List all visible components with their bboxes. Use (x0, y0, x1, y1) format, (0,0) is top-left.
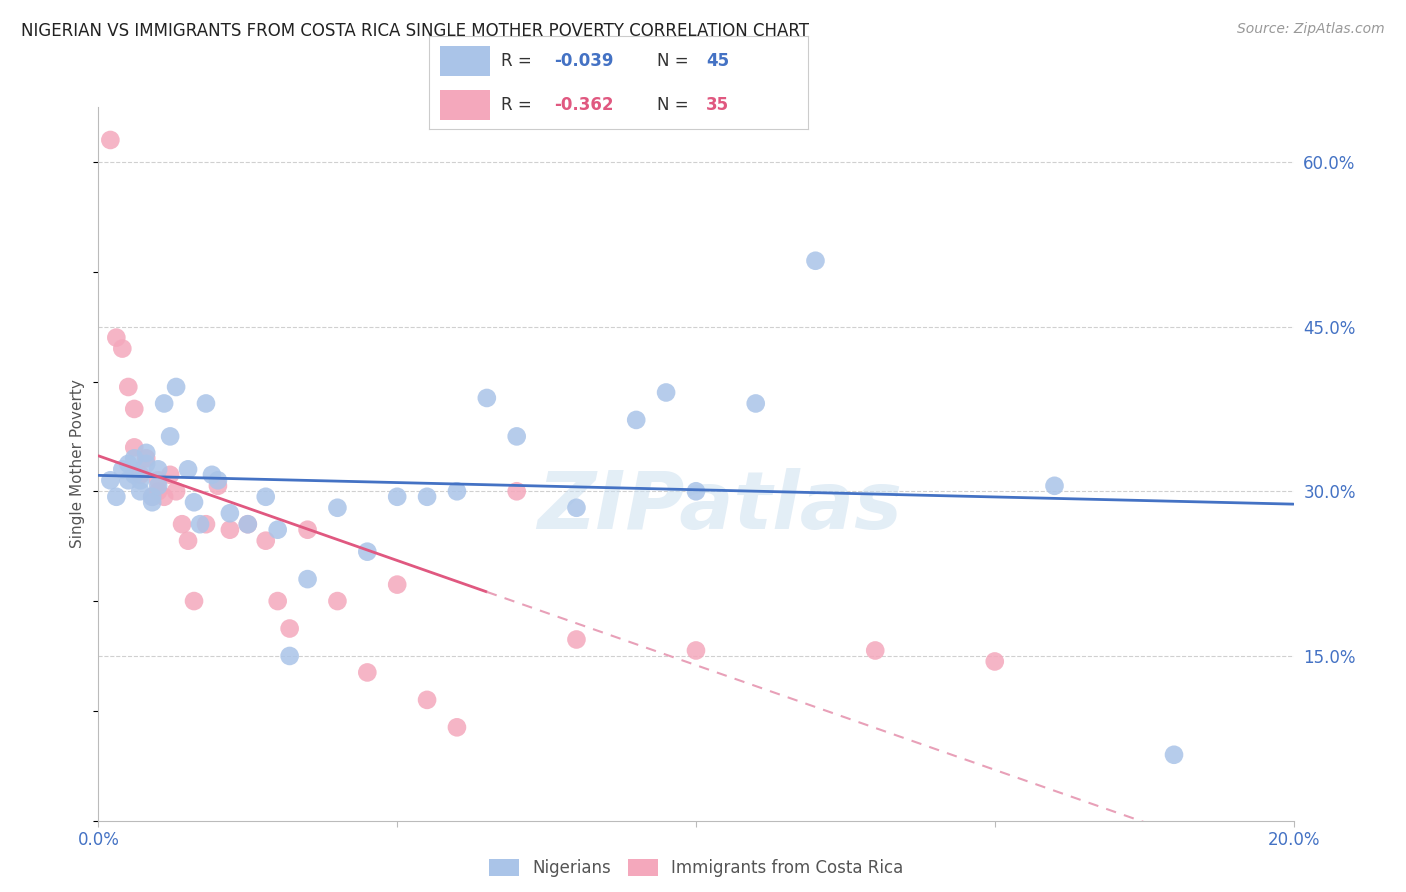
Point (129, 473, 152, 487)
Y-axis label: Single Mother Poverty: Single Mother Poverty (70, 379, 86, 549)
Text: R =: R = (501, 52, 537, 70)
Point (124, 451, 146, 466)
Point (626, 413, 648, 427)
Point (297, 523, 319, 537)
Point (141, 490, 163, 504)
Point (565, 500, 588, 515)
Point (745, 396, 768, 410)
Point (565, 632, 588, 647)
Point (188, 517, 211, 532)
Text: N =: N = (657, 96, 693, 114)
Point (655, 385, 678, 400)
Point (159, 429, 181, 443)
Point (148, 462, 170, 476)
Point (153, 490, 176, 504)
Point (177, 462, 200, 476)
Point (165, 380, 187, 394)
Bar (440, 46, 489, 76)
Point (236, 517, 259, 532)
Point (148, 484, 170, 499)
Point (984, 655, 1007, 669)
Point (475, 391, 498, 405)
Text: 45: 45 (706, 52, 730, 70)
Legend: Nigerians, Immigrants from Costa Rica: Nigerians, Immigrants from Costa Rica (482, 852, 910, 884)
Point (135, 457, 157, 471)
Point (236, 517, 259, 532)
Point (100, 133, 122, 147)
Point (124, 467, 146, 482)
Point (183, 594, 205, 608)
Point (135, 451, 157, 466)
Point (506, 429, 529, 443)
Point (804, 253, 827, 268)
Point (356, 665, 378, 680)
Point (105, 330, 128, 344)
Point (111, 342, 134, 356)
Point (385, 577, 409, 591)
Text: -0.039: -0.039 (554, 52, 613, 70)
Point (267, 523, 290, 537)
Point (124, 441, 146, 455)
Point (416, 693, 439, 707)
Point (141, 495, 163, 509)
Point (326, 594, 349, 608)
Point (201, 467, 224, 482)
Point (159, 467, 181, 482)
Point (195, 396, 218, 410)
Point (685, 643, 707, 657)
Point (865, 643, 887, 657)
Point (356, 544, 378, 558)
Point (124, 401, 146, 416)
Text: N =: N = (657, 52, 693, 70)
Point (278, 622, 301, 636)
Point (153, 396, 176, 410)
Point (416, 490, 439, 504)
Point (219, 506, 242, 520)
Text: ZIPatlas: ZIPatlas (537, 467, 903, 546)
Point (278, 648, 301, 663)
Point (297, 572, 319, 586)
Point (148, 479, 170, 493)
Point (446, 484, 468, 499)
Point (446, 720, 468, 734)
Point (111, 462, 134, 476)
Point (207, 473, 229, 487)
Point (506, 484, 529, 499)
Point (117, 473, 139, 487)
Point (172, 517, 194, 532)
Point (105, 490, 128, 504)
Point (100, 473, 122, 487)
Point (1043, 479, 1066, 493)
Text: R =: R = (501, 96, 537, 114)
Point (135, 446, 157, 460)
Text: -0.362: -0.362 (554, 96, 613, 114)
Text: NIGERIAN VS IMMIGRANTS FROM COSTA RICA SINGLE MOTHER POVERTY CORRELATION CHART: NIGERIAN VS IMMIGRANTS FROM COSTA RICA S… (21, 22, 808, 40)
Point (254, 490, 277, 504)
Text: Source: ZipAtlas.com: Source: ZipAtlas.com (1237, 22, 1385, 37)
Point (219, 523, 242, 537)
Bar (440, 90, 489, 120)
Point (1163, 747, 1185, 762)
Point (267, 594, 290, 608)
Point (207, 479, 229, 493)
Point (177, 533, 200, 548)
Point (117, 380, 139, 394)
Point (326, 500, 349, 515)
Point (148, 473, 170, 487)
Point (195, 517, 218, 532)
Point (141, 490, 163, 504)
Point (685, 484, 707, 499)
Point (129, 467, 152, 482)
Point (385, 490, 409, 504)
Point (117, 457, 139, 471)
Point (129, 484, 152, 499)
Text: 35: 35 (706, 96, 730, 114)
Point (165, 484, 187, 499)
Point (254, 533, 277, 548)
Point (183, 495, 205, 509)
